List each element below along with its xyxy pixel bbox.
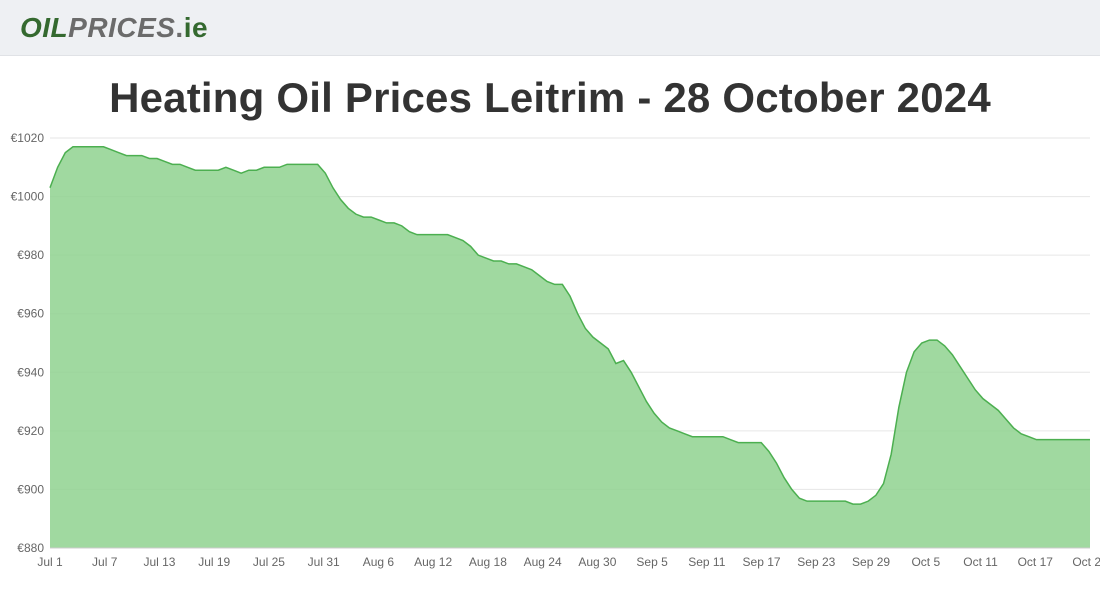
- logo-dot: .: [175, 12, 183, 43]
- x-tick-label: Jul 7: [92, 555, 118, 569]
- y-tick-label: €920: [17, 424, 44, 438]
- x-tick-label: Oct 11: [963, 555, 998, 569]
- x-tick-label: Sep 29: [852, 555, 890, 569]
- x-tick-label: Sep 11: [688, 555, 725, 569]
- page-title: Heating Oil Prices Leitrim - 28 October …: [10, 74, 1090, 122]
- x-tick-label: Oct 17: [1018, 555, 1054, 569]
- price-area: [50, 147, 1090, 548]
- logo-prices: PRICES: [68, 12, 175, 43]
- x-tick-label: Jul 25: [253, 555, 285, 569]
- x-tick-label: Aug 12: [414, 555, 452, 569]
- y-tick-label: €900: [17, 482, 44, 496]
- price-chart: €880 €900 €920 €940 €960 €980 €1000 €1020 Jul 1 J…: [0, 128, 1100, 600]
- x-tick-label: Jul 1: [37, 555, 63, 569]
- x-tick-label: Sep 23: [797, 555, 835, 569]
- y-tick-label: €1000: [11, 190, 45, 204]
- y-tick-label: €1020: [11, 131, 45, 145]
- site-logo[interactable]: OILPRICES.ie: [20, 14, 208, 42]
- x-tick-label: Oct 23: [1072, 555, 1100, 569]
- x-tick-label: Jul 31: [308, 555, 340, 569]
- chart-svg: €880 €900 €920 €940 €960 €980 €1000 €1020 Jul 1 J…: [0, 128, 1100, 578]
- x-tick-label: Aug 18: [469, 555, 507, 569]
- x-tick-label: Sep 17: [743, 555, 781, 569]
- y-tick-label: €980: [17, 248, 44, 262]
- y-tick-label: €880: [17, 541, 44, 555]
- x-tick-label: Aug 30: [578, 555, 616, 569]
- y-tick-label: €960: [17, 307, 44, 321]
- x-tick-label: Jul 19: [198, 555, 230, 569]
- logo-oil: OIL: [20, 12, 68, 43]
- x-tick-label: Aug 6: [363, 555, 395, 569]
- x-tick-label: Oct 5: [911, 555, 940, 569]
- header-bar: OILPRICES.ie: [0, 0, 1100, 56]
- y-tick-label: €940: [17, 365, 44, 379]
- logo-tld: ie: [184, 12, 208, 43]
- x-tick-label: Sep 5: [636, 555, 668, 569]
- x-tick-label: Aug 24: [524, 555, 562, 569]
- x-tick-label: Jul 13: [143, 555, 175, 569]
- title-wrap: Heating Oil Prices Leitrim - 28 October …: [0, 56, 1100, 128]
